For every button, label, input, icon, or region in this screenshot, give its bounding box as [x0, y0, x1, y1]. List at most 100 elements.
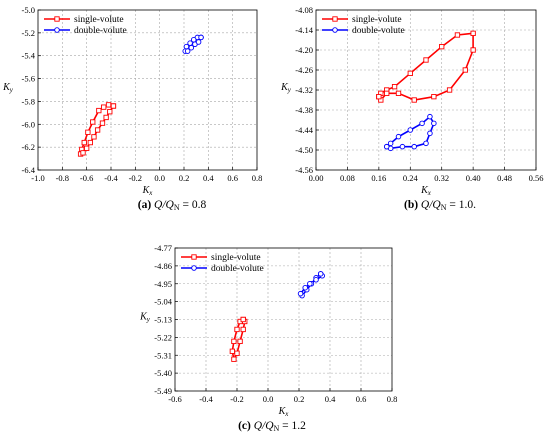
data-point	[383, 143, 390, 150]
y-tick-label: -4.08	[295, 5, 313, 15]
data-point	[94, 127, 101, 133]
data-point	[84, 145, 90, 151]
y-tick-label: -5.0	[22, 5, 35, 15]
x-tick-label: 0.24	[403, 173, 419, 183]
legend-marker	[191, 265, 197, 271]
x-tick-label: 0.40	[466, 173, 481, 183]
legend-entry: single-volute	[211, 253, 261, 263]
data-point	[107, 109, 113, 115]
data-point	[395, 90, 402, 96]
y-tick-label: -4.56	[295, 165, 313, 175]
x-tick-label: 0.32	[434, 173, 449, 183]
x-tick-label: -1.0	[31, 173, 44, 183]
y-tick-label: -6.4	[22, 165, 36, 175]
data-point	[85, 129, 91, 135]
data-point	[313, 277, 319, 283]
y-tick-label: -5.22	[154, 332, 172, 342]
series-single-volute	[77, 102, 117, 157]
legend-marker	[332, 27, 338, 33]
x-tick-label: -0.4	[199, 394, 213, 404]
x-tick-label: 0.56	[529, 173, 544, 183]
data-point	[195, 39, 202, 45]
data-point	[391, 84, 398, 90]
series-double-volute	[297, 271, 326, 299]
y-tick-label: -5.40	[154, 368, 172, 378]
data-point	[423, 140, 429, 147]
y-tick-label: -4.20	[295, 45, 313, 55]
x-tick-label: 0.00	[309, 173, 324, 183]
data-point	[81, 139, 87, 146]
data-point	[240, 316, 246, 323]
x-tick-label: 0.4	[203, 173, 214, 183]
series-single-volute	[229, 316, 248, 362]
x-tick-label: -0.4	[104, 173, 118, 183]
x-tick-label: -0.6	[80, 173, 93, 183]
data-point	[439, 44, 445, 50]
data-point	[101, 104, 107, 110]
data-point	[229, 348, 235, 354]
x-tick-label: 0.8	[252, 173, 263, 183]
data-point	[183, 43, 190, 50]
data-point	[387, 140, 394, 147]
legend-marker	[54, 27, 60, 33]
x-tick-label: 0.4	[325, 394, 336, 404]
legend-marker	[54, 16, 60, 22]
legend-marker	[332, 16, 338, 22]
y-tick-label: -4.86	[154, 261, 172, 271]
data-point	[384, 90, 390, 96]
y-tick-label: -4.77	[154, 243, 172, 253]
y-axis-label: Ky	[280, 82, 292, 94]
series-double-volute	[383, 113, 437, 152]
y-tick-label: -5.2	[22, 28, 35, 38]
data-point	[302, 284, 308, 291]
data-point	[407, 70, 413, 76]
data-point	[91, 134, 97, 140]
series-double-volute	[182, 34, 204, 54]
data-point	[231, 338, 237, 344]
y-tick-label: -5.4	[22, 51, 36, 61]
data-point	[411, 143, 417, 150]
data-point	[423, 57, 429, 63]
legend-entry: single-volute	[352, 15, 402, 25]
legend-entry: double-volute	[352, 26, 405, 36]
data-point	[454, 32, 461, 38]
data-point	[431, 120, 437, 127]
data-point	[234, 326, 240, 333]
data-point	[462, 67, 468, 73]
y-tick-label: -4.32	[295, 85, 313, 95]
y-tick-label: -6.0	[22, 119, 35, 129]
data-point	[407, 127, 414, 133]
data-point	[105, 102, 112, 108]
data-point	[237, 338, 243, 344]
data-point	[317, 271, 324, 277]
y-tick-label: -5.13	[154, 315, 172, 325]
data-point	[184, 48, 191, 54]
data-point	[470, 30, 476, 36]
data-point	[80, 150, 86, 156]
x-tick-label: -0.8	[56, 173, 69, 183]
data-point	[99, 120, 106, 126]
data-point	[198, 34, 204, 41]
data-point	[427, 113, 433, 120]
data-point	[376, 94, 382, 100]
y-tick-label: -5.04	[154, 297, 172, 307]
x-tick-label: -0.2	[230, 394, 243, 404]
plot-frame	[37, 9, 258, 171]
x-axis-label: Kx	[420, 185, 432, 197]
x-tick-label: 0.2	[179, 173, 190, 183]
chart-panel-3: -0.6 -0.4 -0.2 0.0 0.2 0.4 0.6 0.8 -5.49 -5.40 -5.…	[139, 243, 397, 433]
data-point	[90, 119, 96, 125]
x-tick-label: 0.6	[227, 173, 238, 183]
chart-panel-1: -1.0 -0.8 -0.6 -0.4 -0.2 0.0 0.2 0.4 0.6 0.8 -6.4 -…	[2, 5, 262, 212]
legend-entry: single-volute	[74, 15, 124, 25]
data-point	[395, 133, 402, 140]
y-tick-label: -4.44	[295, 125, 313, 135]
data-point	[110, 103, 117, 109]
x-tick-label: 0.08	[340, 173, 355, 183]
y-tick-label: -4.26	[295, 65, 313, 75]
panel-caption: (a) Q/QN = 0.8	[138, 199, 207, 212]
data-point	[297, 290, 304, 297]
x-tick-label: -0.6	[168, 394, 181, 404]
